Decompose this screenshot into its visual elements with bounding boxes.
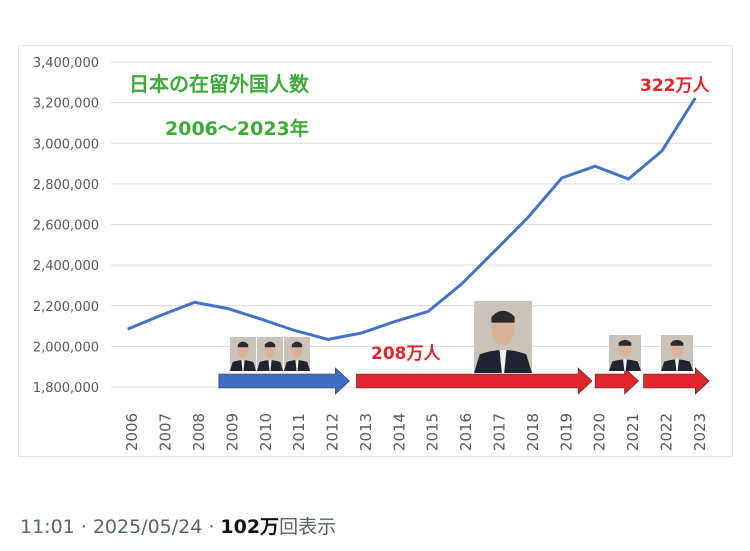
portrait-photo: [661, 335, 693, 371]
view-count-label: 回表示: [279, 516, 337, 538]
view-count: 102: [220, 516, 261, 538]
series-line: [127, 97, 697, 342]
x-tick-label: 2013: [357, 413, 375, 451]
post-meta: 11:01 · 2025/05/24 · 102万回表示: [20, 512, 336, 539]
portrait-photo: [257, 337, 283, 371]
y-tick-label: 3,400,000: [33, 56, 99, 71]
y-tick-label: 2,600,000: [33, 219, 99, 234]
y-tick-label: 2,000,000: [33, 340, 99, 355]
post-time: 11:01: [20, 516, 75, 538]
period-arrow: [218, 367, 350, 395]
x-tick-label: 2012: [324, 413, 342, 451]
x-tick-label: 2022: [657, 413, 675, 451]
x-tick-label: 2014: [390, 413, 408, 451]
y-tick-label: 2,200,000: [33, 300, 99, 315]
x-tick-label: 2020: [591, 413, 609, 451]
x-tick-label: 2008: [190, 413, 208, 451]
x-tick-label: 2021: [624, 413, 642, 451]
portrait-photo: [284, 337, 310, 371]
x-tick-label: 2009: [223, 413, 241, 451]
x-tick-label: 2015: [424, 413, 442, 451]
chart-title: 日本の在留外国人数: [129, 72, 310, 96]
x-tick-label: 2018: [524, 413, 542, 451]
x-tick-label: 2019: [557, 413, 575, 451]
meta-separator: ·: [80, 516, 87, 538]
portrait-photo: [609, 335, 641, 371]
x-tick-label: 2011: [290, 413, 308, 451]
annotation-208: 208万人: [371, 344, 441, 364]
x-tick-label: 2007: [157, 413, 175, 451]
meta-separator: ·: [208, 516, 215, 538]
period-arrow: [356, 367, 593, 395]
chart-subtitle: 2006〜2023年: [165, 117, 309, 140]
chart-card: 3,400,000 3,200,000 3,000,000 2,800,000 2,60…: [18, 45, 733, 457]
period-arrow: [643, 367, 710, 395]
view-count-unit: 万: [260, 516, 280, 538]
y-tick-label: 3,200,000: [33, 97, 99, 112]
y-tick-label: 1,800,000: [33, 381, 99, 396]
x-tick-label: 2006: [123, 413, 141, 451]
line-chart: 3,400,000 3,200,000 3,000,000 2,800,000 2,60…: [33, 56, 712, 451]
x-tick-label: 2016: [457, 413, 475, 451]
portrait-photo: [230, 337, 256, 371]
annotation-322: 322万人: [640, 76, 710, 96]
x-tick-label: 2017: [490, 413, 508, 451]
y-tick-label: 3,000,000: [33, 137, 99, 152]
portrait-photo: [474, 301, 532, 373]
post-date[interactable]: 2025/05/24: [92, 516, 203, 538]
x-tick-label: 2023: [691, 413, 709, 451]
period-arrow: [594, 367, 639, 395]
y-tick-label: 2,800,000: [33, 178, 99, 193]
y-tick-label: 2,400,000: [33, 259, 99, 274]
x-tick-label: 2010: [257, 413, 275, 451]
